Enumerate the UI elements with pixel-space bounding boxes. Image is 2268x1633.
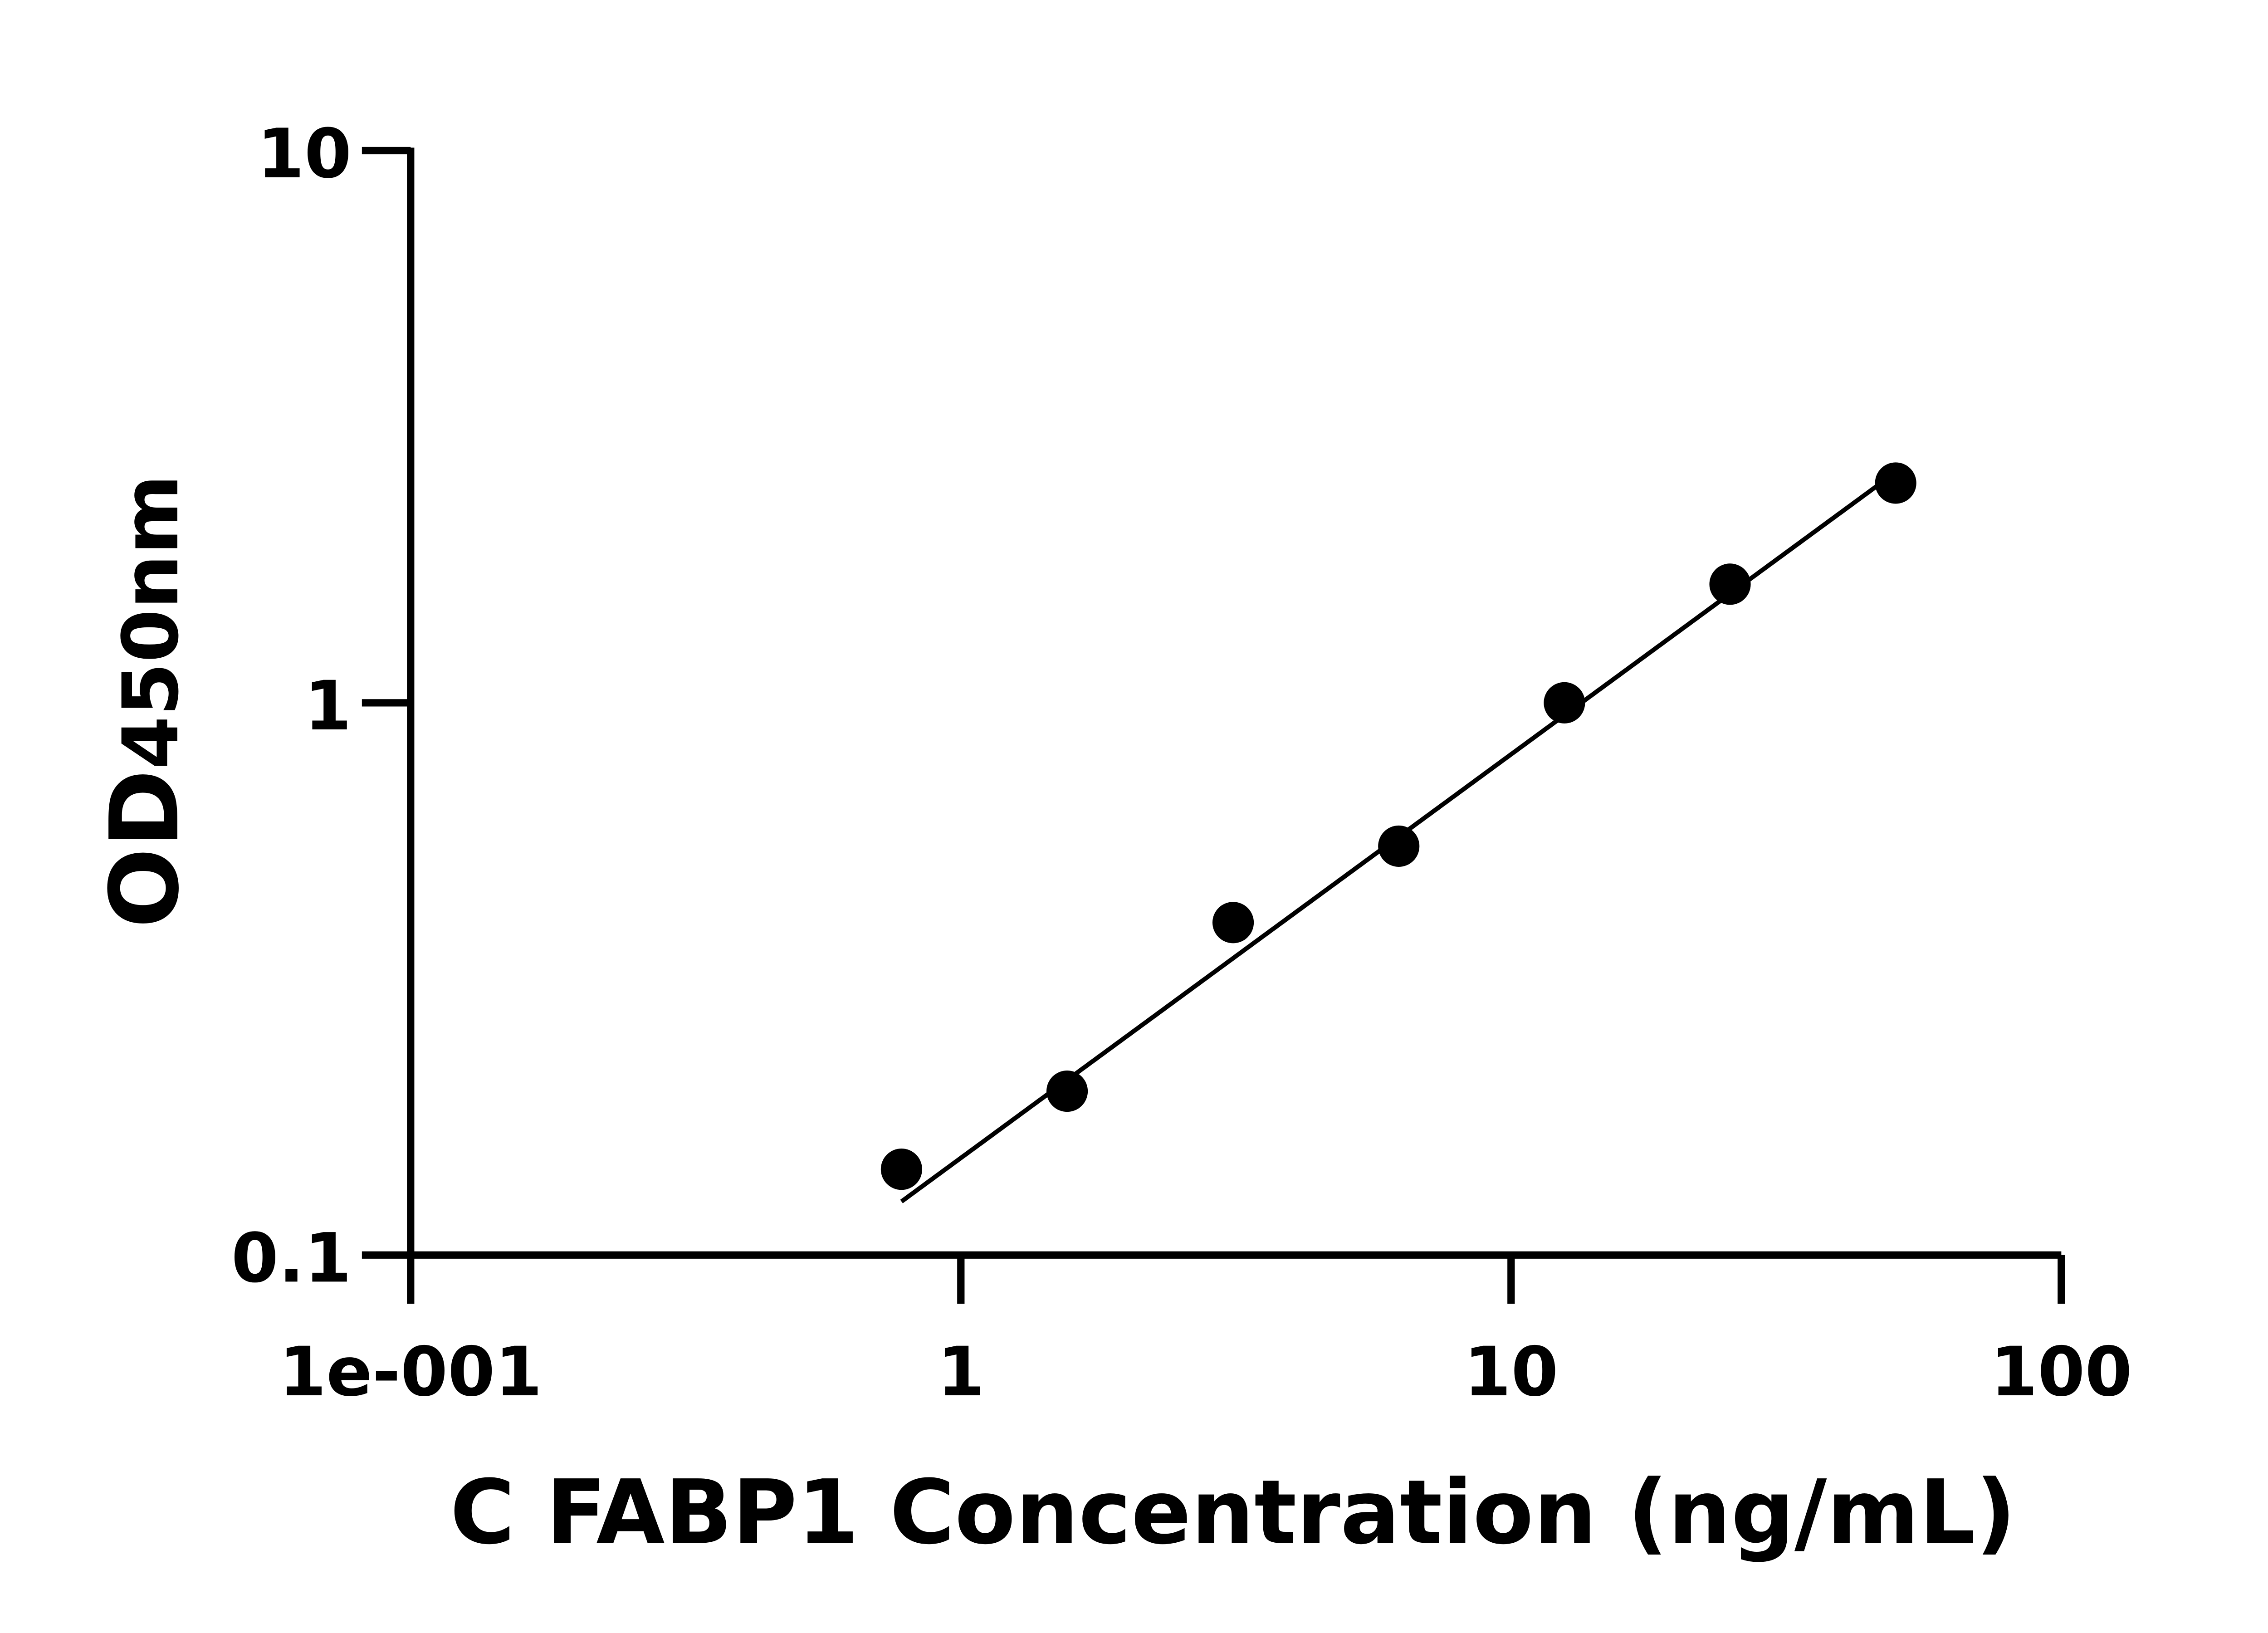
data-point [1212,902,1254,944]
x-tick-label: 100 [1990,1333,2132,1412]
data-point [880,1149,922,1190]
y-axis-label: OD450nm [90,474,200,928]
x-tick-label: 10 [1464,1333,1558,1412]
y-tick-label: 10 [257,115,352,194]
data-point [1875,462,1916,504]
data-point [1378,825,1420,867]
data-point [1709,563,1751,605]
marks [880,462,1916,1203]
x-tick-label: 1 [937,1333,984,1412]
y-tick-label: 1 [304,667,352,746]
data-point [1544,682,1585,724]
y-axis-label-sub: 450nm [106,474,196,769]
data-point [1046,1071,1088,1112]
x-axis-label: C FABP1 Concentration (ng/mL) [450,1461,2016,1564]
y-axis-label-main: OD [90,769,200,928]
axes: 1e-001 1 10 100 0.1 1 10 [231,115,2132,1412]
x-tick-label: 1e-001 [279,1333,542,1412]
y-tick-label: 0.1 [231,1219,352,1298]
